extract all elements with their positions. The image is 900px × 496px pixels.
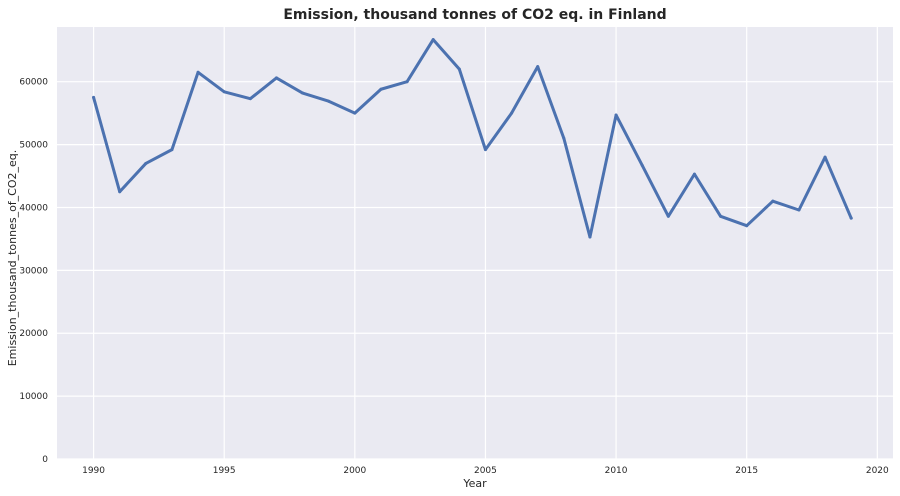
data-point xyxy=(849,216,853,220)
data-point xyxy=(797,208,801,212)
data-point xyxy=(536,65,540,69)
chart-title: Emission, thousand tonnes of CO2 eq. in … xyxy=(283,7,666,23)
y-axis-label: Emission_thousand_tonnes_of_CO2_eq. xyxy=(6,150,19,367)
data-point xyxy=(222,90,226,94)
y-tick-label: 0 xyxy=(42,455,48,465)
data-point xyxy=(353,111,357,115)
data-point xyxy=(248,97,252,101)
data-point xyxy=(327,99,331,103)
x-tick-label: 2000 xyxy=(343,466,366,476)
data-point xyxy=(823,155,827,159)
y-tick-label: 50000 xyxy=(19,141,48,151)
data-point xyxy=(666,214,670,218)
data-point xyxy=(379,87,383,91)
y-tick-label: 60000 xyxy=(19,78,48,88)
data-point xyxy=(692,172,696,176)
grid-lines xyxy=(57,27,893,460)
data-point xyxy=(118,190,122,194)
y-tick-label: 40000 xyxy=(19,203,48,213)
series-layer xyxy=(92,38,853,239)
x-tick-label: 2015 xyxy=(735,466,758,476)
data-point xyxy=(457,67,461,71)
data-point xyxy=(144,161,148,165)
data-point xyxy=(170,148,174,152)
plot-area xyxy=(57,27,893,459)
y-tick-label: 10000 xyxy=(19,392,48,402)
x-tick-label: 2020 xyxy=(866,466,889,476)
y-tick-label: 30000 xyxy=(19,266,48,276)
data-point xyxy=(92,95,96,99)
x-tick-label: 2005 xyxy=(474,466,497,476)
data-point xyxy=(483,148,487,152)
y-axis-ticks: 0 10000 20000 30000 40000 50000 60000 xyxy=(19,78,48,465)
y-tick-label: 20000 xyxy=(19,329,48,339)
data-point xyxy=(405,80,409,84)
x-axis-label: Year xyxy=(462,477,487,490)
x-tick-label: 1990 xyxy=(82,466,105,476)
data-point xyxy=(719,214,723,218)
data-point xyxy=(771,199,775,203)
data-point xyxy=(510,111,514,115)
x-axis-ticks: 1990 1995 2000 2005 2010 2015 2020 xyxy=(82,466,889,476)
x-tick-label: 1995 xyxy=(213,466,236,476)
series-line xyxy=(92,38,853,239)
data-point xyxy=(614,113,618,117)
data-point xyxy=(562,136,566,140)
data-point xyxy=(640,163,644,167)
data-point xyxy=(745,224,749,228)
data-point xyxy=(301,91,305,95)
x-tick-label: 2010 xyxy=(605,466,628,476)
data-point xyxy=(431,38,435,42)
data-point xyxy=(274,76,278,80)
data-point xyxy=(196,70,200,74)
data-point xyxy=(588,235,592,239)
